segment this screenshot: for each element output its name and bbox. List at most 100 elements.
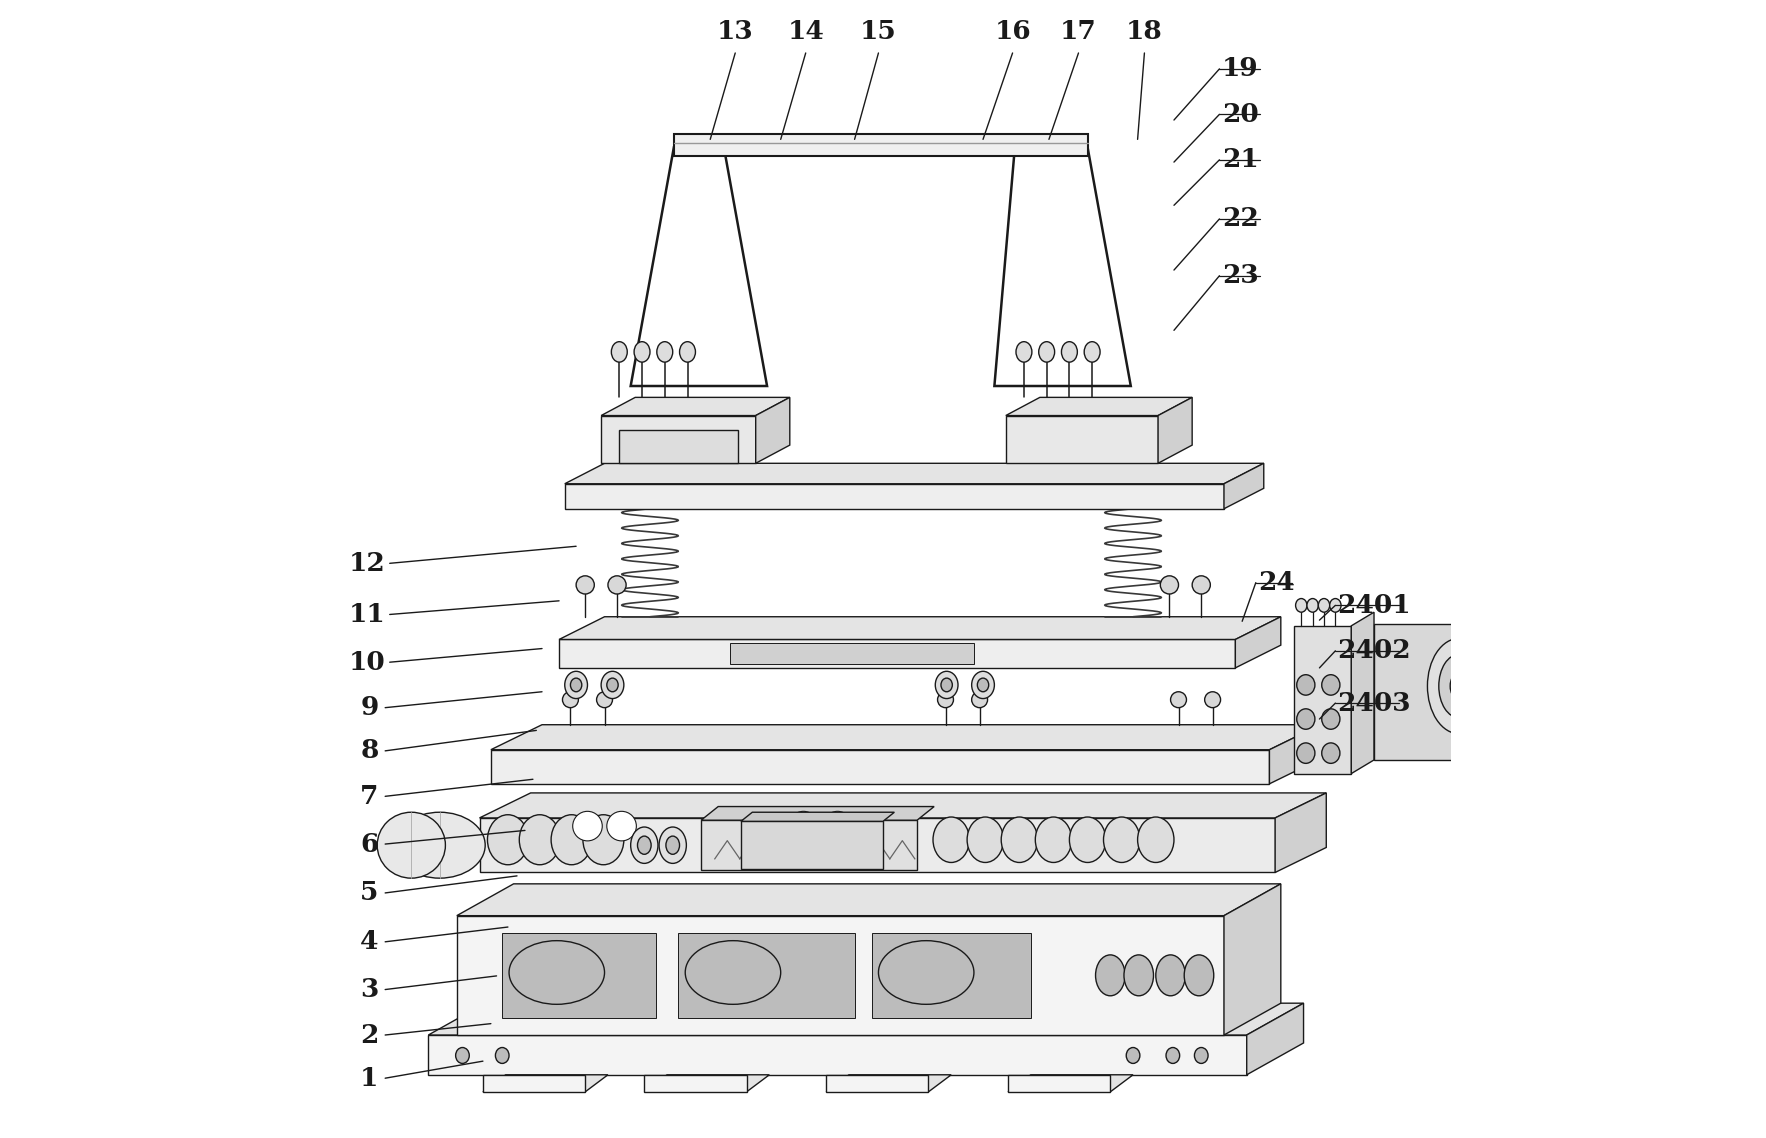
FancyBboxPatch shape [872,933,1031,1019]
Text: 2: 2 [360,1023,378,1047]
Ellipse shape [789,811,818,841]
Ellipse shape [936,671,957,699]
Polygon shape [600,397,789,415]
Ellipse shape [1296,599,1307,612]
Text: 7: 7 [360,784,378,809]
Ellipse shape [1171,692,1187,708]
Text: 3: 3 [360,978,378,1003]
Text: 13: 13 [717,19,754,44]
Text: 14: 14 [788,19,825,44]
FancyBboxPatch shape [729,643,973,665]
Text: 19: 19 [1222,57,1259,82]
Text: 18: 18 [1127,19,1162,44]
Ellipse shape [597,692,613,708]
Polygon shape [742,822,883,869]
Polygon shape [1247,1004,1303,1074]
Ellipse shape [1204,692,1220,708]
Polygon shape [1374,624,1459,760]
Ellipse shape [394,813,486,879]
Polygon shape [429,1004,1303,1034]
Text: 5: 5 [360,881,378,906]
Text: 20: 20 [1222,102,1259,126]
Ellipse shape [971,671,994,699]
Polygon shape [560,640,1236,668]
Ellipse shape [608,576,627,594]
Ellipse shape [1104,817,1139,863]
Ellipse shape [1321,709,1340,729]
Ellipse shape [378,813,445,879]
Ellipse shape [1038,341,1054,362]
Ellipse shape [611,341,627,362]
Polygon shape [645,1074,770,1091]
Polygon shape [1007,397,1192,415]
Ellipse shape [1155,955,1185,996]
Ellipse shape [630,827,659,864]
Polygon shape [1224,463,1264,509]
Ellipse shape [1160,576,1178,594]
Text: 23: 23 [1222,263,1259,288]
Polygon shape [565,484,1224,509]
Polygon shape [482,1074,608,1091]
Ellipse shape [1439,654,1480,718]
Ellipse shape [932,817,970,863]
Ellipse shape [1194,1047,1208,1063]
Polygon shape [701,807,934,820]
Text: 6: 6 [360,832,378,857]
Ellipse shape [572,811,602,841]
Text: 2403: 2403 [1337,691,1411,716]
Ellipse shape [565,671,588,699]
Ellipse shape [1427,638,1491,734]
Polygon shape [1270,725,1321,784]
Text: 4: 4 [360,930,378,955]
Text: 1: 1 [360,1065,378,1090]
Ellipse shape [1070,817,1106,863]
Ellipse shape [1095,955,1125,996]
Polygon shape [480,793,1326,818]
Text: 2401: 2401 [1337,593,1411,618]
Text: 24: 24 [1257,570,1294,595]
Polygon shape [1008,1074,1111,1091]
Ellipse shape [456,1047,470,1063]
Polygon shape [826,1074,952,1091]
Polygon shape [675,133,1088,156]
Ellipse shape [1127,1047,1139,1063]
Ellipse shape [1166,1047,1180,1063]
Ellipse shape [1137,817,1174,863]
Ellipse shape [1001,817,1038,863]
Text: 11: 11 [350,602,385,627]
Text: 10: 10 [350,650,385,675]
Text: 21: 21 [1222,147,1259,172]
Ellipse shape [496,1047,509,1063]
Polygon shape [565,463,1264,484]
Ellipse shape [1061,341,1077,362]
Text: 16: 16 [994,19,1031,44]
Polygon shape [756,397,789,463]
FancyBboxPatch shape [502,933,655,1019]
Ellipse shape [1296,675,1316,695]
Ellipse shape [823,811,853,841]
Ellipse shape [600,671,623,699]
Ellipse shape [1296,709,1316,729]
Text: 2402: 2402 [1337,638,1411,663]
Polygon shape [491,725,1321,750]
Ellipse shape [1123,955,1153,996]
Ellipse shape [685,941,781,1005]
Ellipse shape [1321,743,1340,764]
Ellipse shape [608,678,618,692]
Polygon shape [1351,612,1374,774]
Ellipse shape [1296,743,1316,764]
Ellipse shape [1330,599,1340,612]
Polygon shape [429,1034,1247,1074]
Ellipse shape [971,692,987,708]
Polygon shape [1008,1074,1134,1091]
Polygon shape [491,750,1270,784]
Ellipse shape [1185,955,1213,996]
Ellipse shape [576,576,595,594]
Text: 9: 9 [360,695,378,720]
Ellipse shape [487,815,528,865]
Ellipse shape [608,811,636,841]
Ellipse shape [659,827,687,864]
Ellipse shape [1035,817,1072,863]
Ellipse shape [519,815,560,865]
Polygon shape [480,818,1275,873]
